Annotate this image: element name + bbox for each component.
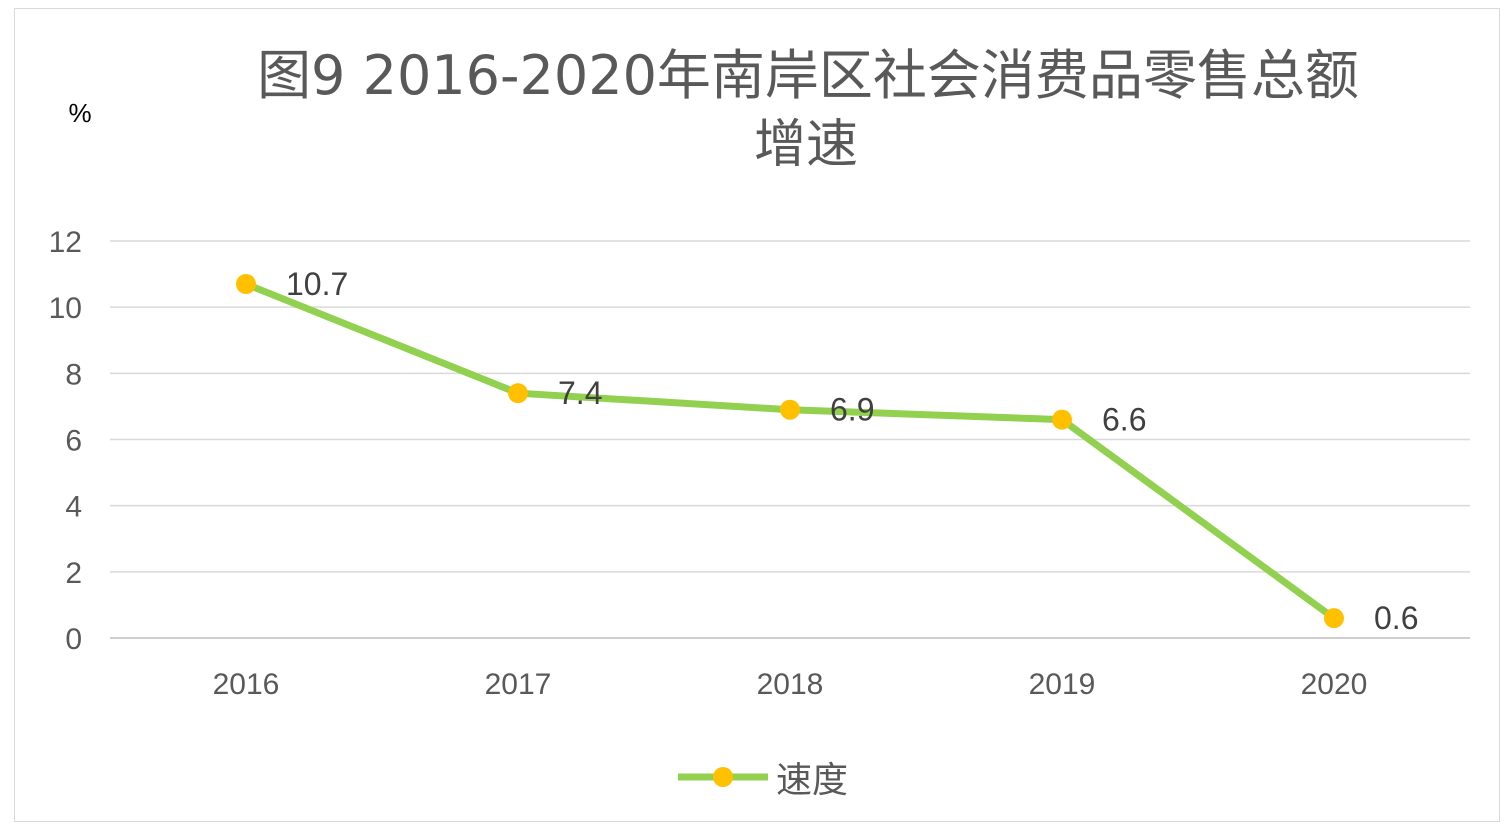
- chart-title-line1: 图9 2016-2020年南岸区社会消费品零售总额: [257, 44, 1359, 107]
- x-tick-label: 2020: [1301, 668, 1368, 701]
- x-tick-label: 2019: [1029, 668, 1096, 701]
- legend-label: 速度: [776, 760, 848, 801]
- y-tick-label: 6: [65, 425, 82, 458]
- y-tick-label: 12: [49, 226, 82, 259]
- data-label: 7.4: [558, 375, 602, 411]
- data-point-marker: [780, 399, 800, 420]
- series-line: [242, 280, 1338, 622]
- data-point-marker: [508, 383, 528, 404]
- data-point-marker: [1324, 608, 1344, 629]
- y-axis-ticks: 0 2 4 6 8 10 12: [49, 226, 82, 656]
- data-point-marker: [236, 274, 256, 295]
- legend-marker-swatch: [713, 767, 733, 787]
- chart-title-line2: 增速: [754, 115, 858, 175]
- data-label: 6.9: [830, 392, 874, 428]
- series-speed: [236, 274, 1344, 629]
- gridlines: [110, 240, 1470, 639]
- data-point-marker: [1052, 409, 1072, 430]
- data-labels: 10.7 7.4 6.9 6.6 0.6: [286, 266, 1418, 636]
- y-tick-label: 10: [49, 292, 82, 325]
- x-tick-label: 2018: [757, 668, 824, 701]
- y-tick-label: 2: [65, 557, 82, 590]
- y-tick-label: 0: [65, 623, 82, 656]
- data-label: 0.6: [1374, 600, 1418, 636]
- data-label: 10.7: [286, 266, 348, 302]
- x-tick-label: 2017: [485, 668, 552, 701]
- y-tick-label: 8: [65, 358, 82, 391]
- x-tick-label: 2016: [213, 668, 280, 701]
- y-tick-label: 4: [65, 491, 82, 524]
- legend: 速度: [678, 760, 848, 801]
- x-axis-ticks: 2016 2017 2018 2019 2020: [213, 668, 1368, 701]
- chart-frame: [14, 8, 1500, 822]
- data-label: 6.6: [1102, 402, 1146, 438]
- y-axis-unit-label: %: [68, 98, 91, 128]
